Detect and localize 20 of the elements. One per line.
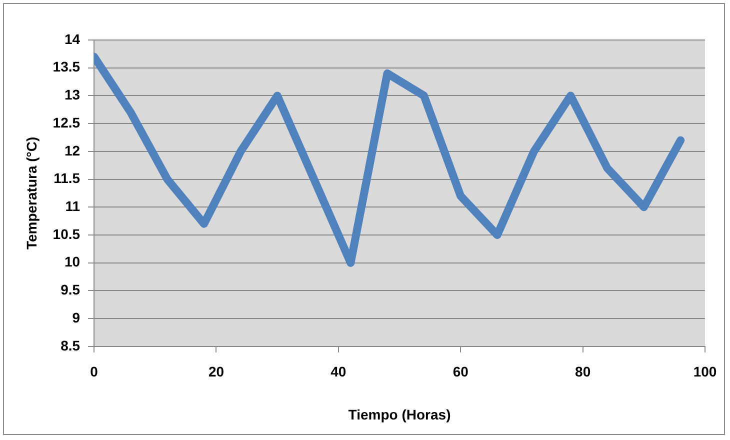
y-tick-label: 11.5 [54,170,80,186]
y-tick-label: 13.5 [52,58,80,75]
y-tick-label: 13 [64,86,80,103]
y-tick-label: 8.5 [60,337,80,354]
x-axis-title: Tiempo (Horas) [348,406,451,422]
x-tick-label: 100 [693,364,717,380]
y-tick-label: 11 [65,198,80,214]
x-tick-label: 0 [90,364,98,380]
y-tick-label: 10 [64,254,80,270]
y-tick-label: 12.5 [52,114,80,130]
x-tick-label: 40 [330,364,346,380]
y-tick-label: 12 [64,142,80,158]
x-tick-label: 80 [575,364,591,380]
y-axis-title: Temperatura (°C) [23,136,40,250]
x-tick-label: 20 [208,364,224,380]
y-tick-label: 14 [64,30,80,47]
y-tick-label: 10.5 [52,226,80,242]
y-tick-label: 9.5 [60,282,80,298]
y-tick-label: 9 [72,309,80,326]
x-tick-label: 60 [452,364,469,380]
